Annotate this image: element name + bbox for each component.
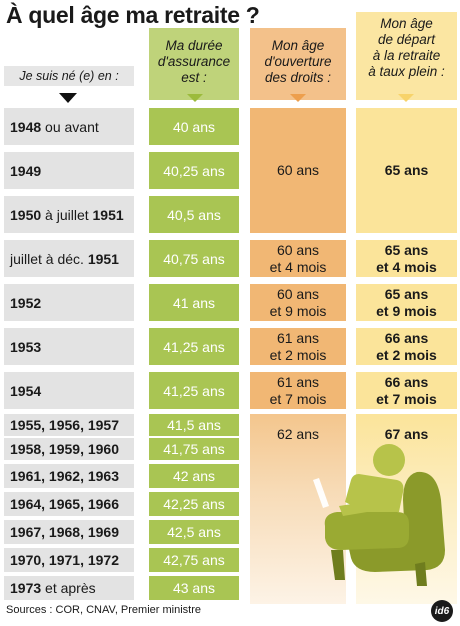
birth-year-label: 1952 bbox=[4, 284, 134, 321]
opening-age-cell: 60 ans et 9 mois bbox=[250, 284, 346, 321]
header-full-rate-age: Mon âge de départ à la retraite à taux p… bbox=[356, 12, 457, 100]
arrow-down-icon bbox=[59, 93, 77, 103]
publisher-logo: id6 bbox=[431, 600, 453, 622]
birth-year-label: 1949 bbox=[4, 152, 134, 189]
birth-year-label: 1967, 1968, 1969 bbox=[4, 520, 134, 544]
insurance-duration-cell: 40,5 ans bbox=[149, 196, 239, 233]
birth-year-bold: 1952 bbox=[10, 294, 42, 311]
insurance-duration-cell: 40 ans bbox=[149, 108, 239, 145]
insurance-duration-cell: 41,75 ans bbox=[149, 438, 239, 460]
birth-year-suffix: ou avant bbox=[41, 118, 99, 135]
birth-year-label: juillet à déc. 1951 bbox=[4, 240, 134, 277]
birth-year-bold: 1973 bbox=[10, 580, 42, 596]
opening-column-fade bbox=[250, 414, 346, 604]
birth-year-bold: 1958, 1959, 1960 bbox=[10, 441, 119, 457]
birth-year-bold: 1961, 1962, 1963 bbox=[10, 468, 119, 484]
full-rate-age-cell: 66 ans et 2 mois bbox=[356, 328, 457, 365]
insurance-duration-cell: 42,25 ans bbox=[149, 492, 239, 516]
birth-year-bold: 1955, 1956, 1957 bbox=[10, 417, 119, 433]
insurance-duration-cell: 40,25 ans bbox=[149, 152, 239, 189]
birth-year-label: 1970, 1971, 1972 bbox=[4, 548, 134, 572]
full-rate-age-cell: 66 ans et 7 mois bbox=[356, 372, 457, 409]
birth-year-bold: 1950 bbox=[10, 206, 42, 223]
page-title: À quel âge ma retraite ? bbox=[6, 2, 260, 28]
birth-year-label: 1950 à juillet 1951 bbox=[4, 196, 134, 233]
header-duration: Ma durée d'assurance est : bbox=[149, 28, 239, 100]
insurance-duration-cell: 42,75 ans bbox=[149, 548, 239, 572]
birth-year-label: 1953 bbox=[4, 328, 134, 365]
insurance-duration-cell: 42,5 ans bbox=[149, 520, 239, 544]
insurance-duration-cell: 41,5 ans bbox=[149, 414, 239, 436]
sources-note: Sources : COR, CNAV, Premier ministre bbox=[6, 604, 201, 616]
birth-year-label: 1958, 1959, 1960 bbox=[4, 438, 134, 460]
header-duration-label: Ma durée d'assurance est : bbox=[157, 38, 231, 85]
full-rate-age-cell: 65 ans bbox=[356, 108, 457, 233]
opening-age-cell: 60 ans et 4 mois bbox=[250, 240, 346, 277]
birth-year-suffix: et après bbox=[41, 580, 96, 596]
birth-year-label: 1955, 1956, 1957 bbox=[4, 414, 134, 436]
birth-year-bold: 1953 bbox=[10, 338, 42, 355]
birth-year-label: 1961, 1962, 1963 bbox=[4, 464, 134, 488]
birth-year-label: 1964, 1965, 1966 bbox=[4, 492, 134, 516]
birth-year-bold: 1951 bbox=[92, 206, 124, 223]
opening-age-cell: 60 ans bbox=[250, 108, 346, 233]
birth-year-suffix: à juillet bbox=[41, 206, 93, 223]
birth-year-label: 1948 ou avant bbox=[4, 108, 134, 145]
arrow-down-icon bbox=[187, 94, 203, 102]
header-opening-label: Mon âge d'ouverture des droits : bbox=[264, 38, 332, 85]
birth-year-bold: 1949 bbox=[10, 162, 42, 179]
header-full-rate-label: Mon âge de départ à la retraite à taux p… bbox=[368, 16, 445, 79]
birth-year-bold: 1948 bbox=[10, 118, 42, 135]
header-opening-age: Mon âge d'ouverture des droits : bbox=[250, 28, 346, 100]
birth-year-bold: 1951 bbox=[87, 250, 119, 267]
birth-year-suffix: juillet à déc. bbox=[10, 250, 88, 267]
header-born: Je suis né (e) en : bbox=[4, 66, 134, 86]
full-rate-age-cell: 65 ans et 9 mois bbox=[356, 284, 457, 321]
birth-year-bold: 1954 bbox=[10, 382, 42, 399]
birth-year-label: 1973 et après bbox=[4, 576, 134, 600]
insurance-duration-cell: 41,25 ans bbox=[149, 328, 239, 365]
opening-age-cell: 62 ans bbox=[276, 425, 320, 442]
full-rate-age-cell: 65 ans et 4 mois bbox=[356, 240, 457, 277]
birth-year-bold: 1970, 1971, 1972 bbox=[10, 552, 119, 568]
insurance-duration-cell: 43 ans bbox=[149, 576, 239, 600]
insurance-duration-cell: 42 ans bbox=[149, 464, 239, 488]
opening-age-cell: 61 ans et 7 mois bbox=[250, 372, 346, 409]
armchair-icon bbox=[313, 444, 445, 586]
opening-age-cell: 61 ans et 2 mois bbox=[250, 328, 346, 365]
birth-year-label: 1954 bbox=[4, 372, 134, 409]
arrow-down-icon bbox=[290, 94, 306, 102]
insurance-duration-cell: 41 ans bbox=[149, 284, 239, 321]
full-rate-age-cell: 67 ans bbox=[384, 425, 429, 442]
insurance-duration-cell: 41,25 ans bbox=[149, 372, 239, 409]
insurance-duration-cell: 40,75 ans bbox=[149, 240, 239, 277]
arrow-down-icon bbox=[398, 94, 414, 102]
birth-year-bold: 1964, 1965, 1966 bbox=[10, 496, 119, 512]
birth-year-bold: 1967, 1968, 1969 bbox=[10, 524, 119, 540]
